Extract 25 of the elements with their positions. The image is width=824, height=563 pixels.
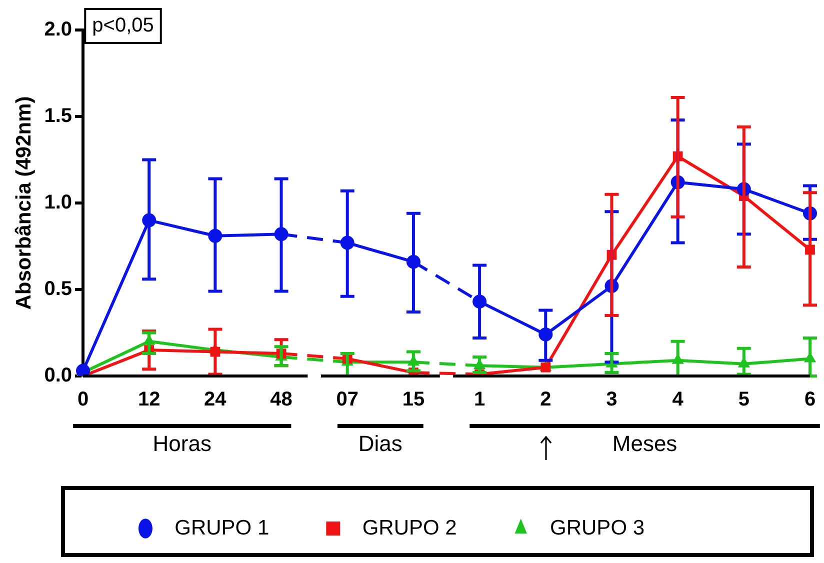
x-tick-label: 24 [204,388,228,411]
legend-label: GRUPO 3 [538,516,680,540]
y-tick-label: 1.0 [44,192,72,214]
x-tick-label: 0 [77,388,89,411]
x-tick-label: 5 [738,388,750,411]
x-tick-label: 3 [606,388,618,411]
x-tick-label: 2 [540,388,552,411]
y-axis-title: Absorbância (492nm) [12,96,36,310]
y-tick-label: 1.5 [44,105,72,128]
text: Horas [152,431,212,456]
text: Meses [612,431,678,456]
x-tick-label: 1 [474,388,486,411]
x-tick-label: 07 [336,388,358,411]
y-tick-label: 0.5 [44,278,72,300]
y-tick-label: 0.0 [44,364,72,387]
x-tick-label: 12 [138,388,160,411]
y-tick-label: 2.0 [44,18,72,41]
annotation: p<0,05 [92,14,154,37]
x-tick-label: 15 [402,388,425,411]
legend-label: GRUPO 2 [350,516,492,540]
legend-label: GRUPO 1 [162,516,304,540]
x-tick-label: 48 [270,388,292,411]
x-tick-label: 4 [672,388,684,411]
text: Dias [358,431,402,456]
x-tick-label: 6 [804,388,816,411]
